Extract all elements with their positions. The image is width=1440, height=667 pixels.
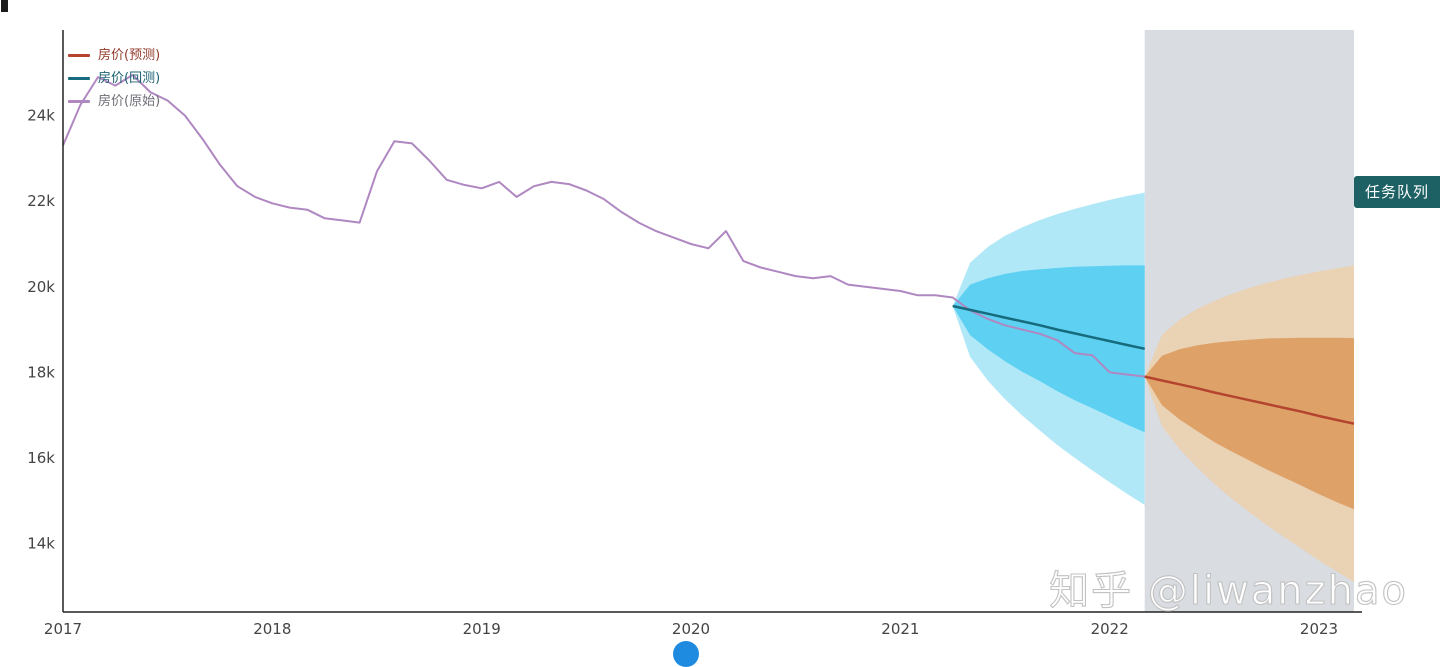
legend-item-1[interactable]: 房价(回测) xyxy=(68,67,160,90)
y-tick-label: 22k xyxy=(27,192,55,210)
legend-label: 房价(回测) xyxy=(98,71,161,86)
backtest-line xyxy=(952,304,1145,351)
task-queue-badge[interactable]: 任务队列 xyxy=(1353,176,1440,208)
x-tick-label: 2018 xyxy=(253,620,291,638)
zhihu-logo-circle xyxy=(673,641,699,667)
legend-line-swatch xyxy=(68,100,90,103)
legend-line-swatch xyxy=(68,54,90,57)
y-tick-label: 14k xyxy=(27,535,55,553)
y-tick-label: 16k xyxy=(27,449,55,467)
original-line xyxy=(62,73,1145,378)
corner-artifact xyxy=(1,0,8,12)
legend-item-2[interactable]: 房价(原始) xyxy=(68,90,160,113)
y-tick-label: 18k xyxy=(27,363,55,381)
y-tick-label: 20k xyxy=(27,278,55,296)
watermark: 知乎 @liwanzhao xyxy=(1049,567,1408,614)
backtest-band-inner xyxy=(952,265,1145,433)
x-tick-label: 2020 xyxy=(672,620,710,638)
legend-label: 房价(预测) xyxy=(98,48,161,63)
x-tick-label: 2022 xyxy=(1091,620,1129,638)
x-tick-label: 2021 xyxy=(881,620,919,638)
forecast-line xyxy=(1144,375,1355,425)
y-tick-label: 24k xyxy=(27,107,55,125)
x-tick-label: 2019 xyxy=(463,620,501,638)
forecast-chart[interactable]: 2017 2018 2019 2020 2021 2022 2023 24k 22k 20k 18k… xyxy=(0,0,1440,650)
forecast-band-inner xyxy=(1144,337,1354,510)
legend-line-swatch xyxy=(68,77,90,80)
legend-item-0[interactable]: 房价(预测) xyxy=(68,44,160,67)
x-tick-label: 2023 xyxy=(1300,620,1338,638)
legend-label: 房价(原始) xyxy=(98,94,161,109)
legend: 房价(预测) 房价(回测) 房价(原始) xyxy=(68,44,160,113)
x-tick-label: 2017 xyxy=(44,620,82,638)
